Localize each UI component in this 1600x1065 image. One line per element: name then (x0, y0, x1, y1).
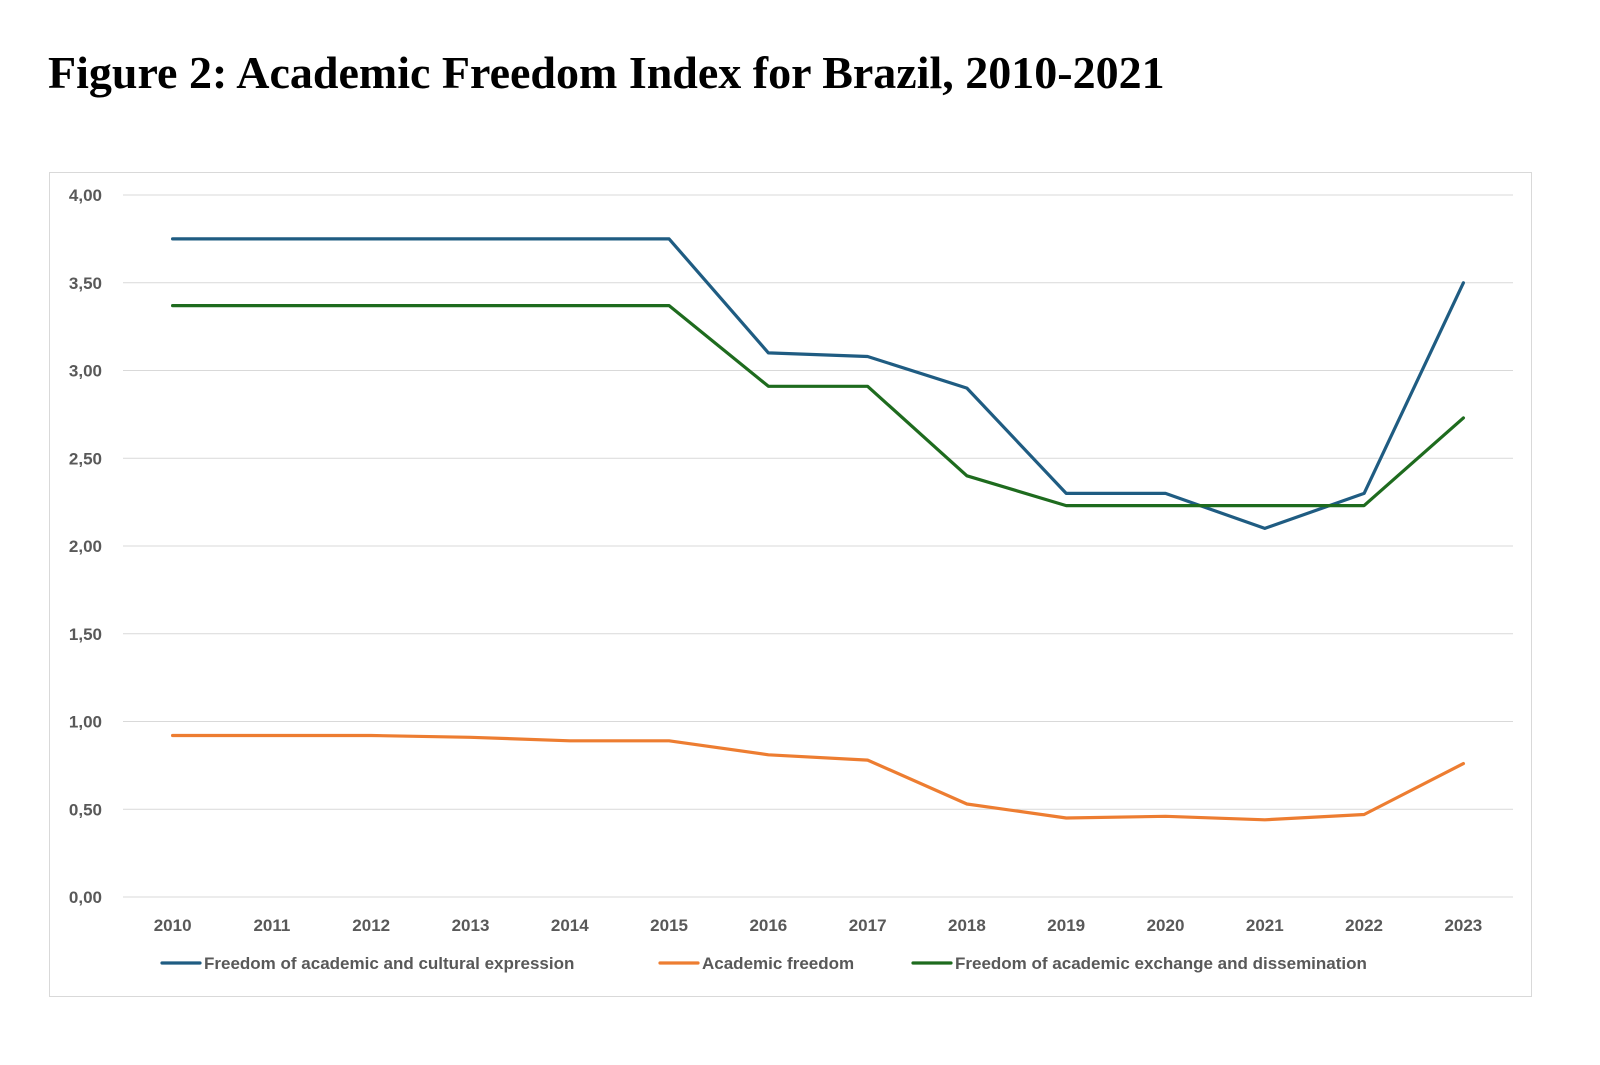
legend: Freedom of academic and cultural express… (160, 954, 1367, 973)
x-axis-tick-labels: 2010 2011 2012 2013 2014 2015 2016 2017 2018 2019… (154, 916, 1483, 935)
y-tick-label: 4,00 (69, 186, 102, 205)
chart-frame: 0,00 0,50 1,00 1,50 2,00 2,50 3,00 3,50 4,00 201… (49, 172, 1532, 997)
y-tick-label: 1,00 (69, 713, 102, 732)
legend-label-1: Freedom of academic and cultural express… (204, 954, 574, 973)
x-tick-label: 2021 (1246, 916, 1284, 935)
x-tick-label: 2011 (253, 916, 290, 935)
series-lines (170, 237, 1466, 822)
y-tick-label: 0,50 (69, 800, 102, 819)
x-tick-label: 2017 (849, 916, 887, 935)
x-tick-label: 2019 (1047, 916, 1085, 935)
legend-label-3: Freedom of academic exchange and dissemi… (955, 954, 1367, 973)
x-tick-label: 2023 (1444, 916, 1482, 935)
gridlines (123, 194, 1513, 898)
x-tick-label: 2018 (948, 916, 986, 935)
y-tick-label: 0,00 (69, 888, 102, 907)
x-tick-label: 2022 (1345, 916, 1383, 935)
x-tick-label: 2012 (352, 916, 390, 935)
x-tick-label: 2014 (551, 916, 589, 935)
y-tick-label: 3,50 (69, 274, 102, 293)
series-line-2 (170, 733, 1466, 822)
figure-title: Figure 2: Academic Freedom Index for Bra… (48, 47, 1165, 98)
x-tick-label: 2013 (452, 916, 490, 935)
y-axis-tick-labels: 0,00 0,50 1,00 1,50 2,00 2,50 3,00 3,50 4,00 (69, 186, 102, 907)
y-tick-label: 3,00 (69, 362, 102, 381)
series-line-1 (170, 237, 1466, 530)
x-tick-label: 2016 (749, 916, 787, 935)
legend-label-2: Academic freedom (702, 954, 854, 973)
x-tick-label: 2010 (154, 916, 192, 935)
y-tick-label: 2,50 (69, 449, 102, 468)
x-tick-label: 2015 (650, 916, 688, 935)
series-line-3 (170, 304, 1466, 508)
line-chart: 0,00 0,50 1,00 1,50 2,00 2,50 3,00 3,50 4,00 201… (69, 186, 1513, 973)
y-tick-label: 1,50 (69, 625, 102, 644)
y-tick-label: 2,00 (69, 537, 102, 556)
x-tick-label: 2020 (1147, 916, 1185, 935)
